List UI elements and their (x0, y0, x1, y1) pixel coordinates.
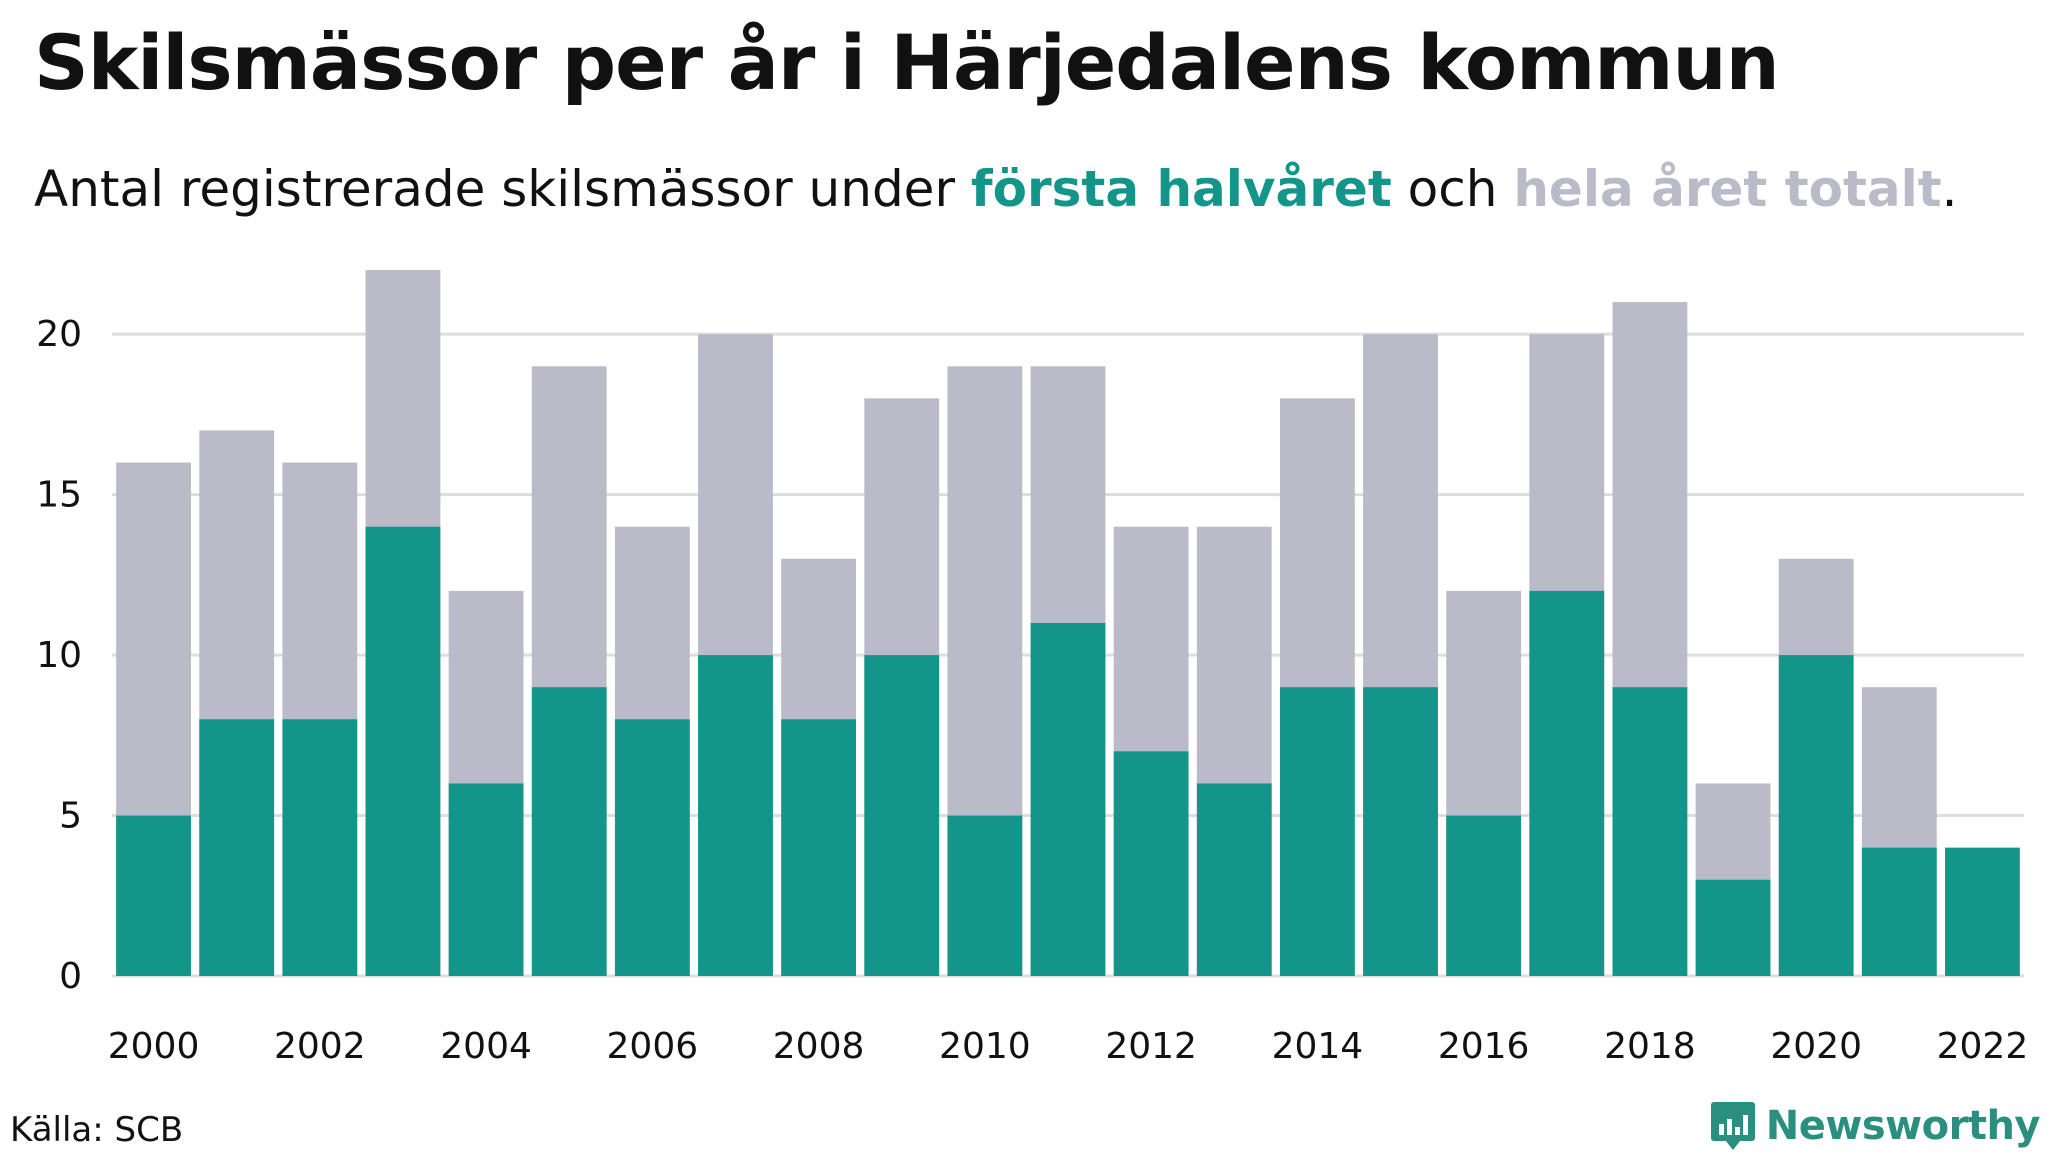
y-tick-label: 20 (36, 314, 82, 355)
x-tick-label: 2012 (1105, 1026, 1197, 1067)
bar-first-half-2015 (1363, 687, 1438, 976)
subtitle-text-middle: och (1391, 160, 1514, 218)
chart-subtitle: Antal registrerade skilsmässor under för… (34, 160, 1958, 218)
bar-first-half-2011 (1030, 623, 1106, 976)
source-note: Källa: SCB (10, 1110, 184, 1150)
bar-first-half-2005 (531, 687, 607, 976)
bar-first-half-2017 (1529, 590, 1605, 976)
x-tick-label: 2002 (274, 1026, 366, 1067)
legend-first-half: första halvåret (970, 160, 1392, 218)
bar-first-half-2006 (614, 719, 690, 976)
brand-name: Newsworthy (1765, 1103, 2041, 1149)
x-tick-label: 2022 (1937, 1026, 2029, 1067)
x-tick-label: 2016 (1438, 1026, 1530, 1067)
bar-first-half-2010 (947, 815, 1023, 976)
y-tick-label: 0 (59, 956, 82, 997)
chart-bubble-icon (1710, 1102, 1755, 1150)
x-tick-label: 2004 (440, 1026, 532, 1067)
x-tick-label: 2006 (607, 1026, 699, 1067)
subtitle-text-before: Antal registrerade skilsmässor under (34, 160, 971, 218)
bar-first-half-2003 (365, 526, 441, 976)
x-axis-labels: 2000 2002 2004 2006 2008 2010 2012 2014 2016 2018… (108, 1026, 2028, 1067)
bar-first-half-2019 (1695, 879, 1771, 976)
y-axis-labels: 0 5 10 15 20 (36, 314, 82, 997)
bar-first-half-2022 (1945, 847, 2020, 976)
bar-first-half-2016 (1446, 815, 1522, 976)
bar-first-half-2012 (1113, 751, 1189, 976)
y-tick-label: 15 (36, 475, 82, 516)
y-tick-label: 5 (59, 796, 82, 837)
x-tick-label: 2000 (108, 1026, 200, 1067)
y-tick-label: 10 (36, 635, 82, 676)
bar-first-half-2021 (1861, 847, 1937, 976)
bars (116, 270, 2020, 977)
chart-title: Skilsmässor per år i Härjedalens kommun (34, 18, 1780, 107)
x-tick-label: 2018 (1604, 1026, 1696, 1067)
bar-first-half-2020 (1778, 655, 1854, 976)
bar-first-half-2007 (698, 655, 773, 976)
x-tick-label: 2008 (773, 1026, 865, 1067)
bar-first-half-2014 (1279, 687, 1355, 976)
bar-first-half-2018 (1612, 687, 1688, 976)
subtitle-text-after: . (1941, 160, 1958, 218)
bar-first-half-2004 (448, 783, 524, 976)
legend-total: hela året totalt (1513, 160, 1942, 218)
x-tick-label: 2020 (1770, 1026, 1862, 1067)
newsworthy-logo: Newsworthy (1710, 1100, 2041, 1152)
bar-first-half-2013 (1196, 783, 1272, 976)
x-tick-label: 2014 (1272, 1026, 1364, 1067)
x-tick-label: 2010 (939, 1026, 1031, 1067)
bar-first-half-2001 (199, 719, 275, 976)
bar-first-half-2008 (781, 719, 857, 976)
bar-first-half-2009 (864, 655, 940, 976)
bar-first-half-2000 (116, 815, 191, 976)
bar-first-half-2002 (282, 719, 358, 976)
